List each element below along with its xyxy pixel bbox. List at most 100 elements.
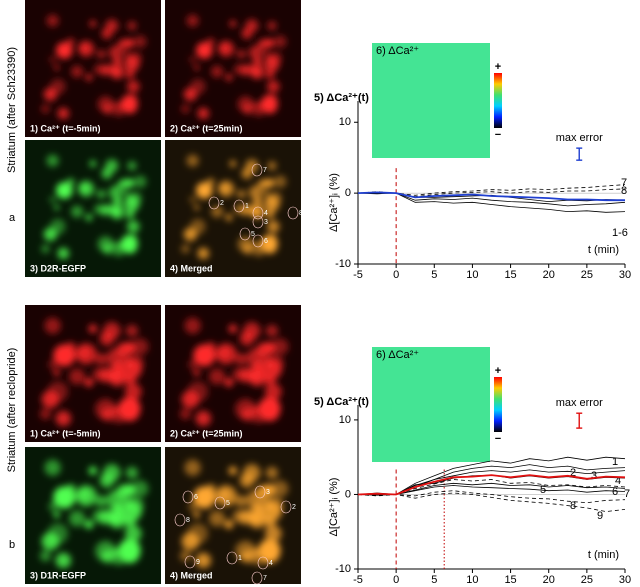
cell-label: 4 [269,560,273,567]
cell-blob [267,21,277,31]
cell-blob [96,189,106,199]
cell-blob [181,104,190,113]
cell-blob [224,520,234,529]
cell-blob [188,360,198,369]
cell-blob [50,78,66,95]
cell-blob [55,552,72,569]
cell-blob [186,14,199,27]
cell-blob [68,368,86,385]
cell-blob [46,14,59,27]
cell-blob [95,540,117,562]
cell-blob [208,368,226,385]
colorbar-label: − [495,433,501,445]
cell-blob [44,459,61,476]
y-tick-label: 0 [345,488,351,500]
micro-image: 2) Ca²⁺ (t=25min) [165,0,301,137]
cell-blob [84,520,94,529]
cell-blob [210,65,224,78]
max-error-label: max error [556,397,603,409]
cell-label: 2 [292,504,296,511]
cell-blob [77,488,91,501]
cell-blob [123,483,136,497]
cell-blob [46,154,59,167]
side-label: Striatum (after reclopride) [6,348,18,473]
cell-blob [195,552,212,569]
x-axis-label: t (min) [588,244,619,256]
cell-blob [127,80,140,93]
cell-blob [125,194,134,203]
cell-blob [189,56,197,63]
image-blobs [181,14,287,120]
series-label: 7 [624,488,630,500]
cell-blob [121,94,138,112]
cell-blob [263,515,276,528]
cell-blob [264,525,282,542]
cell-blob [124,525,142,542]
cell-blob [268,51,282,66]
cell-label: 3 [266,489,270,496]
cell-blob [39,550,51,562]
cell-blob [229,20,236,27]
cell-blob [79,183,89,193]
cell-blob [121,189,129,196]
cell-blob [134,175,147,188]
image-label: 4) Merged [170,570,213,580]
colorbar-label: + [495,61,501,73]
y-tick-label: -10 [335,258,351,270]
cell-blob [124,383,142,400]
cell-blob [95,353,108,366]
cell-blob [128,191,142,206]
cell-label: 3 [264,219,268,226]
cell-blob [53,369,60,376]
colorbar [494,377,502,432]
cell-blob [237,236,254,253]
cell-blob [261,94,278,112]
cell-blob [50,218,66,235]
cell-blob [267,220,280,233]
cell-outline [174,513,186,527]
cell-blob [193,486,216,509]
cell-blob [108,45,123,60]
series-line [357,191,626,213]
cell-blob [84,378,94,387]
cell-outline [252,234,264,248]
cell-blob [53,486,76,509]
cell-label: 7 [263,167,267,174]
cell-blob [99,331,115,346]
series-line [357,191,625,202]
cell-label: 6 [194,494,198,501]
cell-blob [267,161,277,171]
cell-blob [113,245,125,257]
inset-map [372,43,490,158]
cell-blob [264,358,275,369]
max-error-bar [576,412,583,429]
cell-outline [252,215,264,229]
colorbar-label: + [495,365,501,377]
cell-blob [241,28,253,39]
cell-label: 8 [186,517,190,524]
cell-blob [217,488,231,501]
cell-blob [49,196,57,203]
cell-blob [101,28,113,39]
cell-blob [264,178,275,188]
y-tick-label: -10 [335,563,351,575]
cell-blob [190,218,206,235]
chart-title: 5) ΔCa²⁺(t) [314,396,369,408]
cell-blob [77,346,91,359]
cell-blob [108,185,123,200]
cell-blob [235,540,257,562]
image-blobs [41,154,147,260]
series-label: 2 [570,467,576,479]
cell-blob [85,74,93,81]
cell-blob [239,331,255,346]
cell-outline [257,556,269,570]
cell-label: 5 [226,500,230,507]
cell-blob [253,245,265,257]
cell-outline [252,206,264,220]
series-line [357,474,626,496]
cell-blob [179,550,191,562]
cell-blob [125,54,134,63]
chart-title: 5) ΔCa²⁺(t) [314,92,369,104]
cell-blob [186,154,199,167]
cell-outline [226,551,238,565]
